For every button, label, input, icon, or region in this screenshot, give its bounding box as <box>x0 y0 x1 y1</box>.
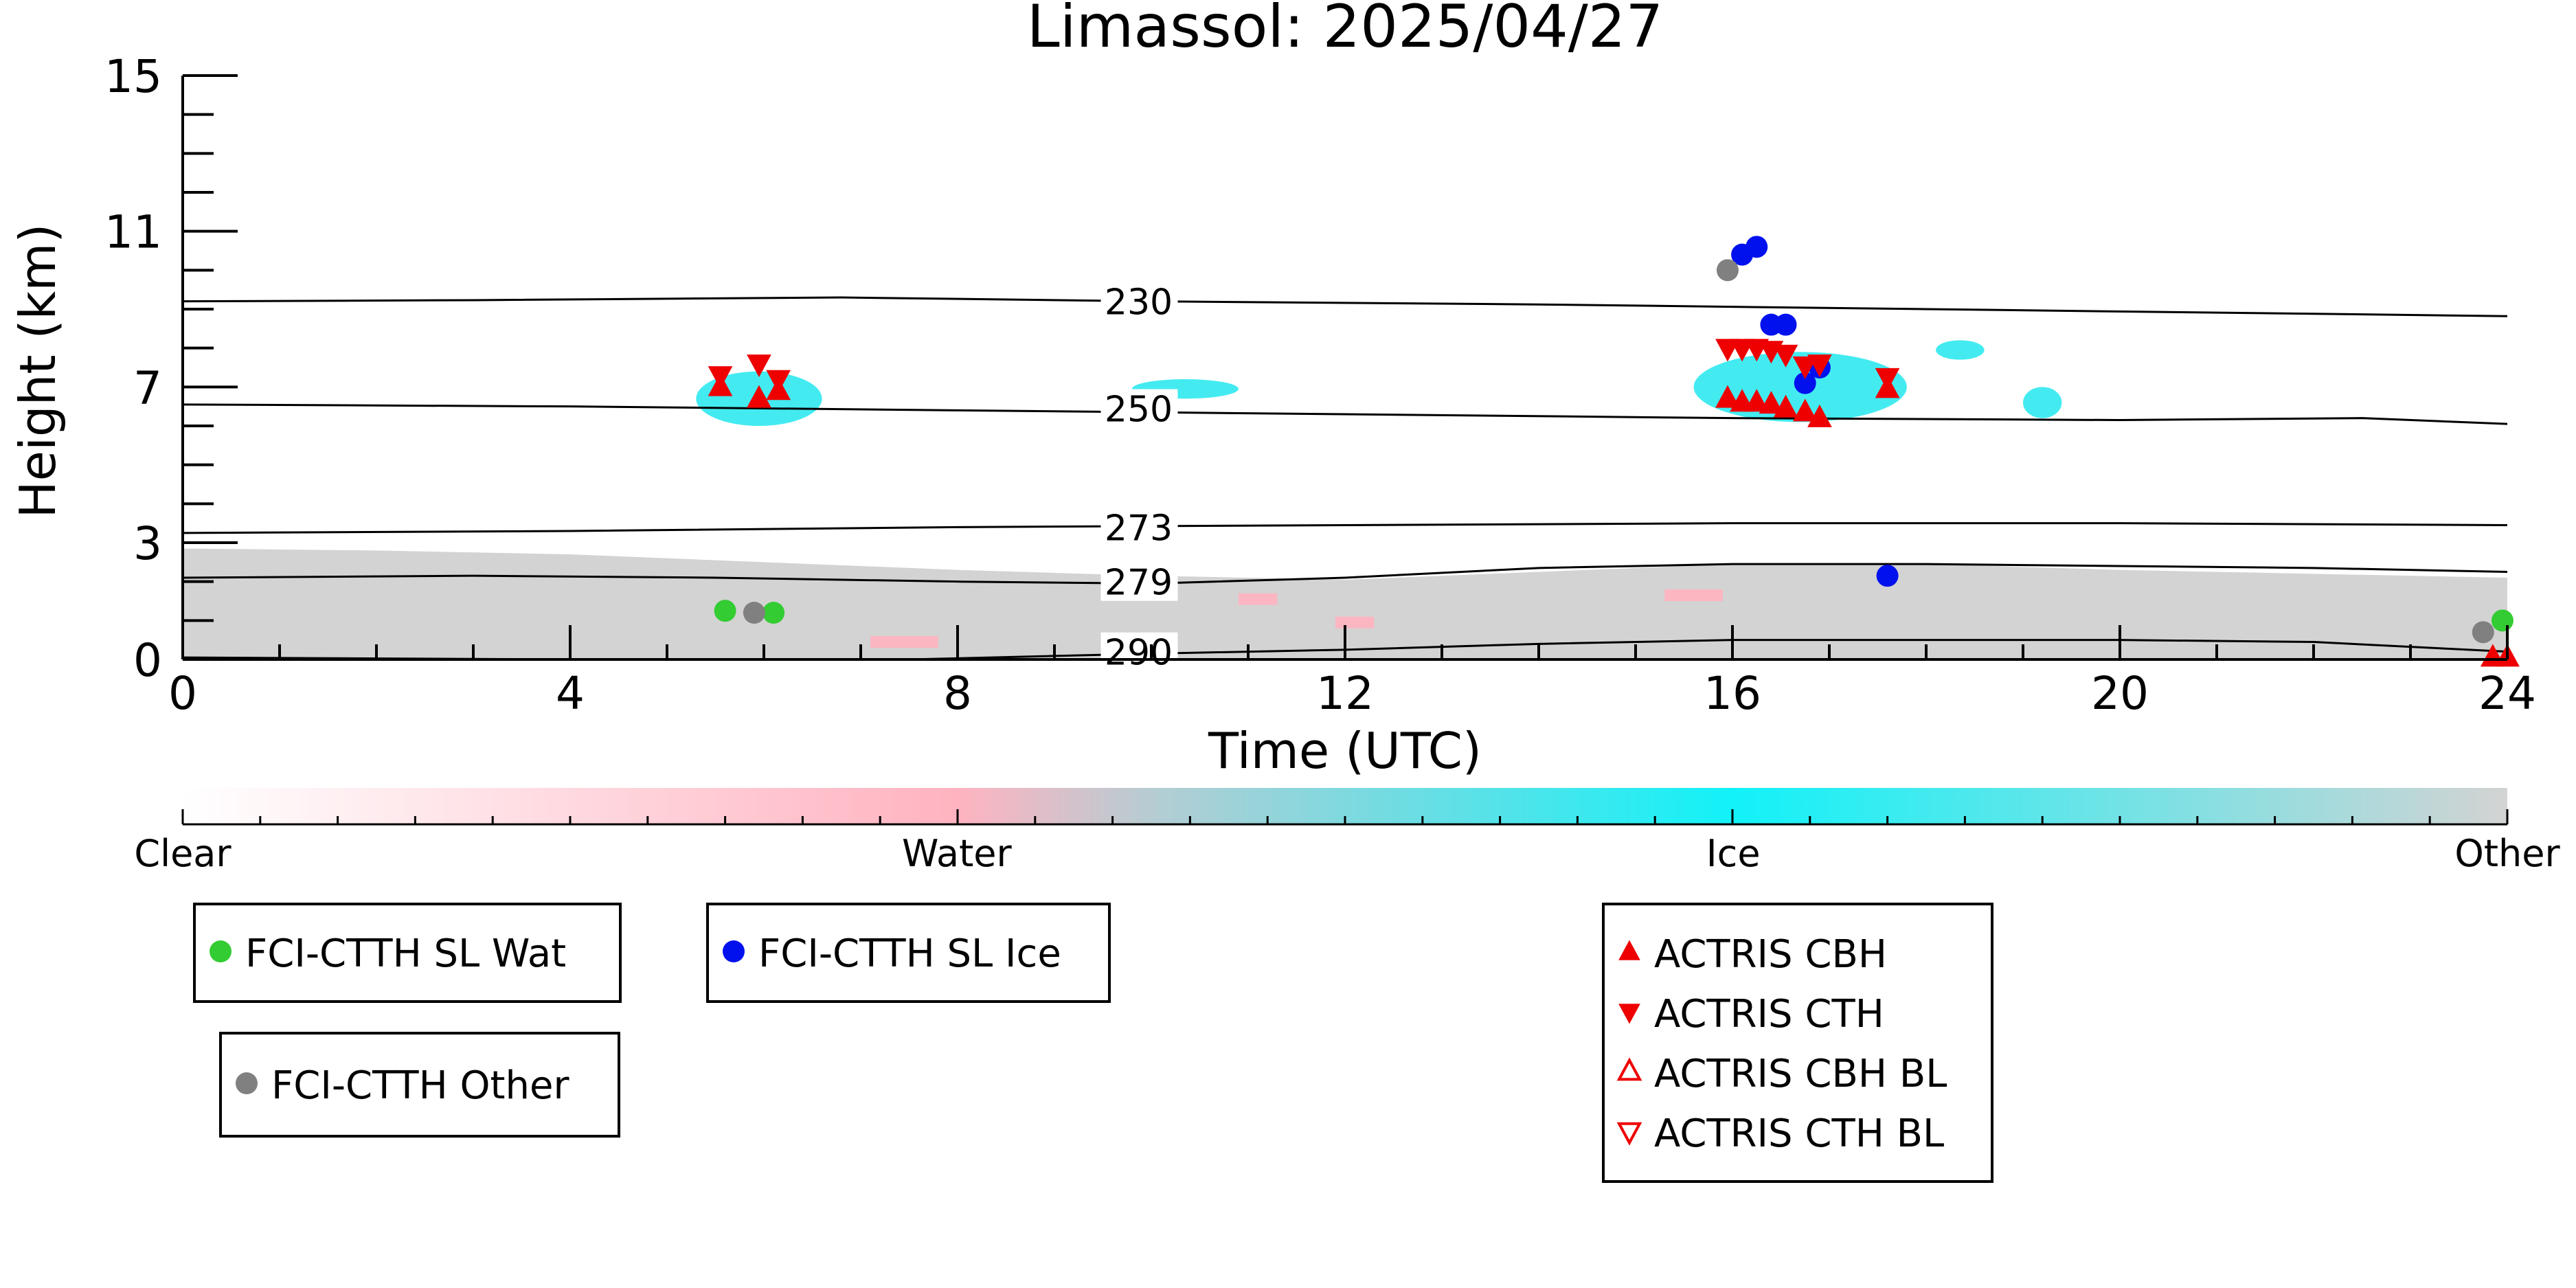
x-tick-label: 12 <box>1316 667 1374 720</box>
data-point-actris-cth <box>1773 344 1798 368</box>
data-point-actris-cbh <box>747 385 771 408</box>
isotherm-line <box>182 296 2508 317</box>
data-point-fci-ctth-sl-ice <box>1774 313 1797 336</box>
isotherms: 230 250 273 279 290 <box>182 282 2508 674</box>
colorbar: Clear Water Ice Other <box>134 788 2560 875</box>
legend-box: ACTRIS CBH ACTRIS CTH ACTRIS CBH BL ACTRIS … <box>1602 903 1993 1183</box>
isotherm-label-bg <box>1100 508 1178 547</box>
x-axis-label: Time (UTC) <box>1208 722 1482 780</box>
data-point-actris-cbh <box>1792 398 1818 422</box>
legend-box: FCI-CTTH SL Ice <box>706 903 1111 1003</box>
y-tick-label: 11 <box>104 206 162 259</box>
x-tick-label: 4 <box>556 667 585 720</box>
y-tick-label: 0 <box>133 634 162 687</box>
water-cloud-patch <box>1335 616 1375 629</box>
data-point-actris-cth <box>708 366 733 389</box>
boundary-layer-area <box>183 548 2507 659</box>
data-point-actris-cth <box>1875 368 1900 391</box>
data-point-actris-cbh <box>1773 394 1798 418</box>
y-ticks: 0 3 7 11 15 <box>104 50 238 687</box>
colorbar-labels: Clear Water Ice Other <box>134 832 2560 875</box>
legend-frame <box>219 1032 620 1138</box>
isotherm-line <box>182 522 2508 534</box>
isotherm-line <box>182 563 2508 585</box>
x-tick-label: 16 <box>1704 667 1761 720</box>
data-point-actris-cbh <box>1759 391 1784 414</box>
y-tick-label: 15 <box>104 50 162 103</box>
legend-label: ACTRIS CTH BL <box>1654 1111 1944 1156</box>
isotherm-label-bg <box>1100 389 1178 428</box>
legend-marker <box>210 940 231 962</box>
legend-marker <box>1616 1122 1642 1146</box>
isotherm-line <box>182 403 2508 425</box>
y-tick-label: 7 <box>133 361 162 414</box>
colorbar-label: Water <box>902 832 1012 875</box>
colorbar-label: Other <box>2454 832 2560 875</box>
legend-frame <box>706 903 1111 1003</box>
isotherm-label-bg <box>1100 282 1178 321</box>
data-point-actris-cth <box>747 354 771 378</box>
y-tick-label: 3 <box>133 517 162 570</box>
y-axis-label: Height (km) <box>9 224 67 519</box>
legend-label: FCI-CTTH Other <box>271 1063 569 1108</box>
data-point-fci-ctth-sl-ice <box>1745 236 1768 258</box>
isotherm-label: 273 <box>1105 508 1173 549</box>
ice-cloud-patch <box>2023 387 2062 418</box>
chart-title: Limassol: 2025/04/27 <box>1027 0 1663 61</box>
colorbar-ticks <box>181 809 2509 824</box>
data-point-actris-cth <box>766 370 791 393</box>
isotherm-label: 250 <box>1105 389 1173 431</box>
legend-label: ACTRIS CBH BL <box>1654 1052 1947 1096</box>
isotherm-label: 230 <box>1105 282 1173 324</box>
legend-marker <box>1618 940 1640 960</box>
plot-area: 230 250 273 279 290 <box>182 236 2520 674</box>
data-point-actris-cth <box>1807 354 1832 378</box>
legend-label: ACTRIS CTH <box>1654 992 1884 1037</box>
x-tick-label: 8 <box>943 667 972 720</box>
x-tick-label: 20 <box>2091 667 2149 720</box>
legend-marker <box>723 940 745 962</box>
data-point-fci-ctth-sl-ice <box>1794 372 1816 394</box>
colorbar-label: Ice <box>1706 832 1761 875</box>
legend-frame <box>1602 903 1993 1183</box>
x-tick-label: 0 <box>168 667 197 720</box>
data-point-actris-cbh <box>1715 385 1740 408</box>
legend-label: FCI-CTTH SL Wat <box>245 931 566 976</box>
ice-clouds <box>696 340 2062 426</box>
markers <box>708 236 2520 667</box>
legend-label: FCI-CTTH SL Ice <box>758 931 1061 976</box>
data-point-actris-cbh <box>1744 389 1770 412</box>
colorbar-label: Clear <box>134 832 231 875</box>
data-point-fci-ctth-other <box>1716 259 1739 282</box>
data-point-fci-ctth-sl-ice <box>1876 565 1899 587</box>
legend-box: FCI-CTTH SL Wat <box>193 903 622 1003</box>
boundary-layer <box>183 548 2507 659</box>
data-point-actris-cth <box>1792 356 1818 379</box>
water-cloud-patch <box>1238 593 1278 605</box>
data-point-fci-ctth-sl-wat <box>762 602 785 624</box>
water-cloud-patch <box>870 636 938 648</box>
water-cloud-patch <box>1664 589 1723 601</box>
isotherm-label-bg <box>1100 562 1178 601</box>
legend-marker <box>236 1072 258 1094</box>
data-point-actris-cbh <box>1807 404 1832 427</box>
x-ticks: 0 4 8 12 16 20 24 <box>168 625 2536 720</box>
data-point-fci-ctth-sl-wat <box>2491 609 2513 632</box>
x-tick-label: 24 <box>2478 667 2536 720</box>
isotherm-label-bg <box>1100 632 1178 671</box>
legend-box: FCI-CTTH Other <box>219 1032 620 1138</box>
legend-marker <box>1616 1057 1642 1081</box>
ice-cloud-patch <box>1936 340 1985 360</box>
legends: FCI-CTTH SL Wat FCI-CTTH SL Ice FCI-CTTH O… <box>193 903 1993 1183</box>
axes: 0 4 8 12 16 20 24 0 3 7 11 15 <box>104 50 2536 720</box>
legend-frame <box>193 903 622 1003</box>
data-point-fci-ctth-other <box>743 602 765 624</box>
isotherm-label: 290 <box>1105 633 1173 674</box>
data-point-fci-ctth-other <box>2472 621 2494 644</box>
legend-marker <box>1618 1004 1640 1024</box>
isotherm-label: 279 <box>1105 563 1173 604</box>
legend-label: ACTRIS CBH <box>1654 932 1887 977</box>
data-point-fci-ctth-sl-wat <box>714 600 736 622</box>
